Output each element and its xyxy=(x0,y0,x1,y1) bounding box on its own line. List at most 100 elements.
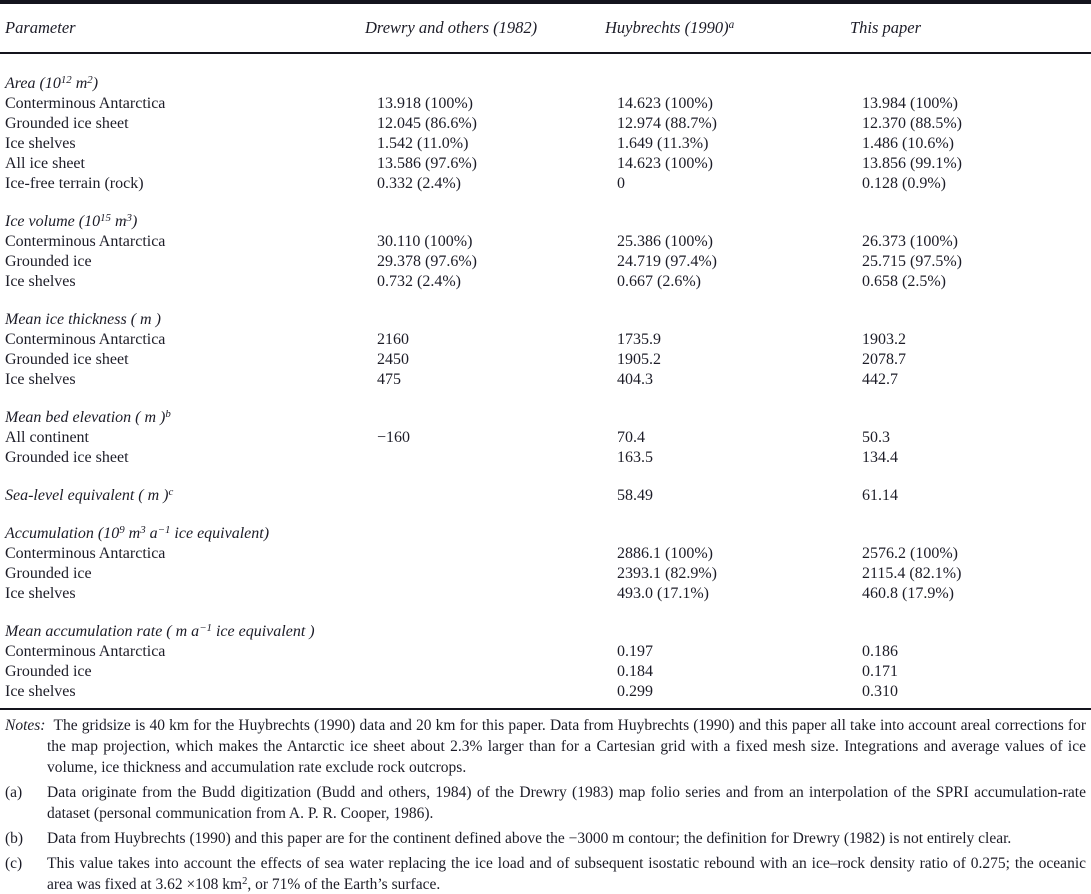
column-header: Parameter xyxy=(5,18,76,37)
cell-value: 163.5 xyxy=(617,449,653,466)
row-label: Grounded ice xyxy=(5,253,92,270)
section-title: Mean ice thickness ( m ) xyxy=(5,311,161,328)
section-title: Area (1012 m2) xyxy=(5,74,99,92)
section: Mean bed elevation ( m )b All continent −1… xyxy=(0,408,1091,468)
cell-value xyxy=(365,584,605,604)
cell-value: 475 xyxy=(377,371,401,388)
cell-value: 134.4 xyxy=(862,449,898,466)
row-label: Grounded ice xyxy=(5,565,92,582)
notes: Notes: The gridsize is 40 km for the Huy… xyxy=(0,715,1091,894)
row-label: Ice shelves xyxy=(5,371,76,388)
table-row: Ice shelves 475 404.3 442.7 xyxy=(0,370,1091,390)
section-title-row: Ice volume (1015 m3) xyxy=(0,212,1091,232)
row-label: Conterminous Antarctica xyxy=(5,95,166,112)
cell-value xyxy=(365,544,605,564)
cell-value: 460.8 (17.9%) xyxy=(862,585,954,602)
row-label: Conterminous Antarctica xyxy=(5,643,166,660)
footnote-text: This value takes into account the effect… xyxy=(47,855,1086,893)
section-title-row: Mean bed elevation ( m )b xyxy=(0,408,1091,428)
section: Area (1012 m2) Conterminous Antarctica 13.… xyxy=(0,74,1091,194)
header-rule xyxy=(0,52,1091,54)
table-row: Ice-free terrain (rock) 0.332 (2.4%) 0 0.12… xyxy=(0,174,1091,194)
table-row: Grounded ice sheet 2450 1905.2 2078.7 xyxy=(0,350,1091,370)
cell-value: 1905.2 xyxy=(617,351,661,368)
notes-paragraph: Notes: The gridsize is 40 km for the Huy… xyxy=(5,715,1086,778)
table-row: Conterminous Antarctica 13.918 (100%) 14.6… xyxy=(0,94,1091,114)
cell-value xyxy=(365,564,605,584)
cell-value xyxy=(365,486,605,506)
column-header: Huybrechts (1990)a xyxy=(605,18,735,37)
table-row: Grounded ice sheet 12.045 (86.6%) 12.974 (… xyxy=(0,114,1091,134)
footnote-marker: (c) xyxy=(5,855,23,872)
footnote-marker: (a) xyxy=(5,784,23,801)
cell-value: 2450 xyxy=(377,351,409,368)
cell-value: 2393.1 (82.9%) xyxy=(617,565,717,582)
footnote: (c) This value takes into account the eff… xyxy=(5,853,1086,894)
cell-value: 0.186 xyxy=(862,643,898,660)
column-header: Drewry and others (1982) xyxy=(365,18,538,37)
section-title-row: Accumulation (109 m3 a−1 ice equivalent) xyxy=(0,524,1091,544)
table-row: Ice shelves 493.0 (17.1%) 460.8 (17.9%) xyxy=(0,584,1091,604)
table-row: Grounded ice 29.378 (97.6%) 24.719 (97.4%)… xyxy=(0,252,1091,272)
table-body: Area (1012 m2) Conterminous Antarctica 13.… xyxy=(0,74,1091,702)
section-title-row: Sea-level equivalent ( m )c 58.49 61.14 xyxy=(0,486,1091,506)
superscript: b xyxy=(165,408,171,421)
section-title: Ice volume (1015 m3) xyxy=(5,212,138,230)
table-row: Conterminous Antarctica 30.110 (100%) 25.3… xyxy=(0,232,1091,252)
row-label: Ice shelves xyxy=(5,683,76,700)
cell-value: 0.310 xyxy=(862,683,898,700)
section-title-row: Mean ice thickness ( m ) xyxy=(0,310,1091,330)
cell-value: 0.299 xyxy=(617,683,653,700)
cell-value: 0.667 (2.6%) xyxy=(617,273,701,290)
table-row: Grounded ice 2393.1 (82.9%) 2115.4 (82.1%) xyxy=(0,564,1091,584)
footnote-marker: (b) xyxy=(5,830,24,847)
cell-value: 30.110 (100%) xyxy=(377,233,473,250)
cell-value: −160 xyxy=(377,429,411,446)
superscript: −1 xyxy=(199,622,212,635)
footnote-text: Data originate from the Budd digitizatio… xyxy=(47,784,1086,822)
superscript: a xyxy=(728,18,735,31)
cell-value: 12.045 (86.6%) xyxy=(377,115,477,132)
cell-value: 1.542 (11.0%) xyxy=(377,135,469,152)
cell-value: 29.378 (97.6%) xyxy=(377,253,477,270)
section: Ice volume (1015 m3) Conterminous Antarct… xyxy=(0,212,1091,292)
row-label: Conterminous Antarctica xyxy=(5,331,166,348)
row-label: Conterminous Antarctica xyxy=(5,545,166,562)
cell-value xyxy=(365,448,605,468)
superscript: 2 xyxy=(87,74,93,87)
cell-value: 1903.2 xyxy=(862,331,906,348)
table-row: Grounded ice 0.184 0.171 xyxy=(0,662,1091,682)
top-rule xyxy=(0,0,1091,4)
table-row: Conterminous Antarctica 0.197 0.186 xyxy=(0,642,1091,662)
row-label: Grounded ice xyxy=(5,663,92,680)
superscript: 9 xyxy=(119,524,125,537)
section-title: Accumulation (109 m3 a−1 ice equivalent) xyxy=(5,524,270,542)
cell-value: 25.715 (97.5%) xyxy=(862,253,962,270)
cell-value: 404.3 xyxy=(617,371,653,388)
section: Mean accumulation rate ( m a−1 ice equiv… xyxy=(0,622,1091,702)
cell-value: 2115.4 (82.1%) xyxy=(862,565,962,582)
cell-value: 26.373 (100%) xyxy=(862,233,958,250)
row-label: Grounded ice sheet xyxy=(5,115,129,132)
column-header: This paper xyxy=(850,18,922,37)
section: Accumulation (109 m3 a−1 ice equivalent)… xyxy=(0,524,1091,604)
superscript: 12 xyxy=(60,74,72,87)
row-label: All continent xyxy=(5,429,89,446)
cell-value: 58.49 xyxy=(617,487,653,504)
footnote: (b) Data from Huybrechts (1990) and this … xyxy=(5,828,1086,849)
superscript: 3 xyxy=(126,212,132,225)
cell-value: 1.486 (10.6%) xyxy=(862,135,954,152)
section-title: Mean accumulation rate ( m a−1 ice equiv… xyxy=(5,622,315,640)
section-title-row: Area (1012 m2) xyxy=(0,74,1091,94)
cell-value: 0.128 (0.9%) xyxy=(862,175,946,192)
table-row: Conterminous Antarctica 2886.1 (100%) 2576… xyxy=(0,544,1091,564)
cell-value: 13.918 (100%) xyxy=(377,95,473,112)
notes-text: The gridsize is 40 km for the Huybrechts… xyxy=(47,717,1086,776)
superscript: 15 xyxy=(100,212,111,225)
cell-value: 493.0 (17.1%) xyxy=(617,585,709,602)
row-label: Ice-free terrain (rock) xyxy=(5,175,144,192)
cell-value: 0.197 xyxy=(617,643,653,660)
cell-value: 2160 xyxy=(377,331,409,348)
section-title-row: Mean accumulation rate ( m a−1 ice equiv… xyxy=(0,622,1091,642)
